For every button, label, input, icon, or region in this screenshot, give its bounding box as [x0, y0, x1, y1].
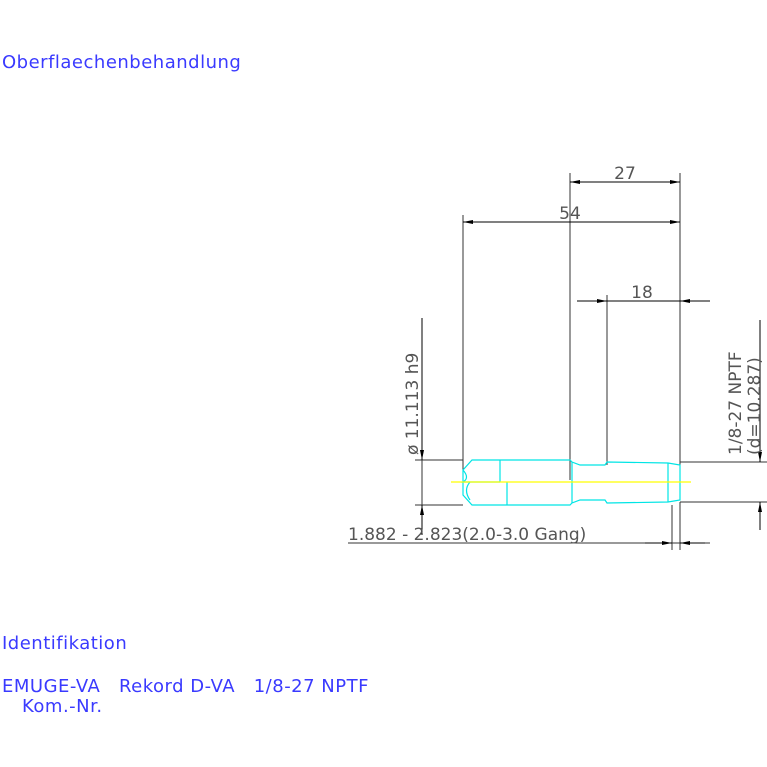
- surface-treatment-label: Oberflaechenbehandlung: [2, 52, 242, 73]
- thread-text: 1/8-27 NPTF: [726, 351, 746, 455]
- dim-18-text: 18: [631, 283, 653, 303]
- thread-d-text: (d=10.287): [745, 357, 765, 455]
- chamfer-text: 1.882 - 2.823(2.0-3.0 Gang): [348, 525, 586, 545]
- dimension-lines: [420, 180, 762, 545]
- product-label: EMUGE-VA Rekord D-VA 1/8-27 NPTF: [2, 676, 369, 697]
- dim-27-text: 27: [614, 164, 636, 184]
- dim-diameter-text: ø 11.113 h9: [403, 353, 423, 455]
- order-number-label: Kom.-Nr.: [22, 696, 103, 717]
- identification-label: Identifikation: [2, 633, 128, 654]
- dim-54-text: 54: [559, 204, 581, 224]
- dimension-texts: 27 54 18 ø 11.113 h9 1/8-27 NPTF (d=10.2…: [348, 164, 765, 545]
